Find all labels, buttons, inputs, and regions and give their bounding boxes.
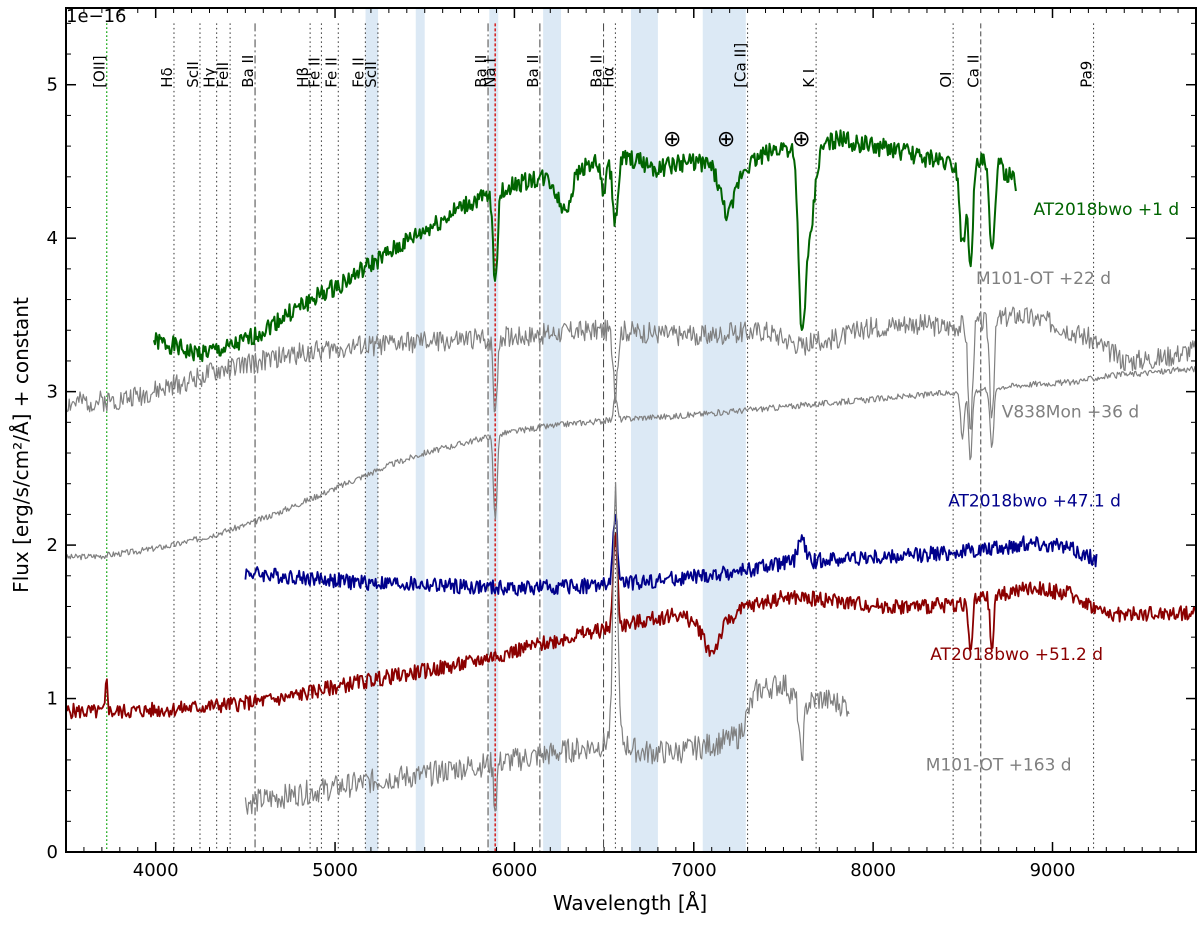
telluric-band	[543, 8, 562, 852]
line-marker-label: Ba II	[472, 55, 490, 88]
series-label: M101-OT +163 d	[926, 756, 1072, 776]
y-tick-label: 0	[47, 842, 58, 863]
spectrum-line	[65, 365, 1197, 561]
spectrum-line	[152, 129, 1017, 363]
line-marker-label: Fe II	[305, 57, 323, 88]
line-marker-label: Hβ	[294, 67, 312, 88]
line-marker-label: Hγ	[201, 68, 219, 88]
x-tick-label: 9000	[1030, 860, 1076, 881]
line-marker-label: Fe II	[349, 57, 367, 88]
series-labels: AT2018bwo +1 d M101-OT +22 d V838Mon +36 d…	[926, 200, 1179, 776]
line-marker-label: FeII	[214, 62, 232, 88]
line-marker-label: Pa9	[1078, 61, 1096, 88]
spectra-lines	[65, 129, 1197, 815]
line-marker-label: ScII	[184, 61, 202, 88]
telluric-marker: ⊕	[792, 127, 810, 152]
line-marker-label: K I	[800, 69, 818, 88]
line-marker-label: ScII	[362, 61, 380, 88]
series-label: V838Mon +36 d	[1002, 403, 1139, 423]
telluric-band	[702, 8, 746, 852]
line-marker-label: Ca II	[965, 55, 983, 88]
line-marker-label: Hδ	[158, 67, 176, 87]
y-offset-label: 1e−16	[66, 6, 127, 27]
line-marker-label: Na I	[481, 58, 499, 88]
line-marker-label: Hα	[599, 67, 617, 88]
x-tick-label: 4000	[133, 860, 179, 881]
shaded-bands	[365, 8, 746, 852]
telluric-marker: ⊕	[663, 127, 681, 152]
telluric-band	[631, 8, 658, 852]
line-marker-label: OI	[937, 72, 955, 88]
line-marker-label: Ba II	[588, 55, 606, 88]
x-tick-label: 7000	[671, 860, 717, 881]
y-tick-label: 3	[47, 382, 58, 403]
plot-frame	[65, 7, 1197, 853]
spectrum-line	[244, 514, 1098, 597]
y-tick-label: 1	[47, 689, 58, 710]
axes: 4000 5000 6000 7000 8000 9000 0 1 2 3 4 5	[47, 7, 1197, 881]
line-marker-label: Fe II	[322, 57, 340, 88]
series-label: AT2018bwo +51.2 d	[930, 645, 1103, 665]
spectrum-line	[65, 306, 1197, 430]
line-marker-label: Ba II	[239, 55, 257, 88]
telluric-marker: ⊕	[717, 127, 735, 152]
telluric-band	[365, 8, 379, 852]
series-label: AT2018bwo +1 d	[1033, 200, 1179, 220]
x-tick-label: 5000	[312, 860, 358, 881]
y-tick-label: 2	[47, 535, 58, 556]
y-tick-label: 4	[47, 228, 58, 249]
y-axis-title: Flux [erg/s/cm²/Å] + constant	[9, 297, 33, 593]
y-tick-label: 5	[47, 75, 58, 96]
line-marker-label: [OII]	[91, 55, 109, 87]
x-tick-label: 8000	[850, 860, 896, 881]
x-tick-label: 6000	[492, 860, 538, 881]
line-marker-label: Ba II	[524, 55, 542, 88]
spectrum-line	[65, 532, 1197, 720]
x-axis-title: Wavelength [Å]	[553, 891, 707, 915]
telluric-band	[489, 8, 499, 852]
line-marker-label: [Ca II]	[732, 43, 750, 88]
series-label: M101-OT +22 d	[976, 269, 1111, 289]
spectrum-line	[244, 481, 850, 815]
telluric-band	[415, 8, 425, 852]
series-label: AT2018bwo +47.1 d	[948, 492, 1121, 512]
